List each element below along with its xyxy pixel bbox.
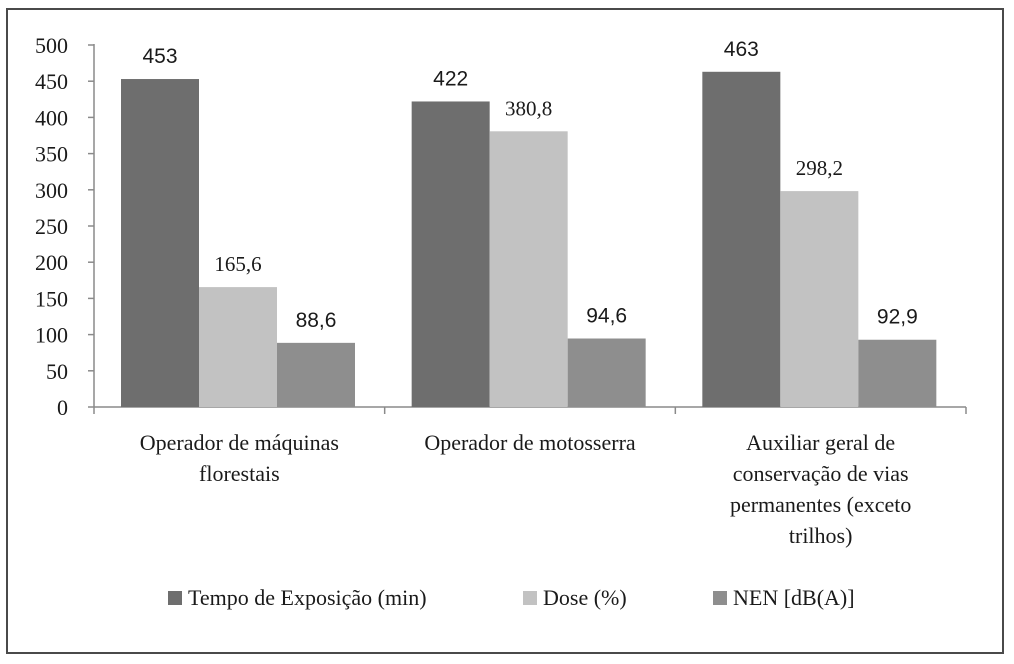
bar (277, 342, 355, 407)
bar (702, 71, 781, 408)
legend-label: NEN [dB(A)] (733, 585, 855, 610)
legend-label: Tempo de Exposição (min) (188, 585, 427, 610)
bar (858, 339, 937, 407)
legend-swatch (168, 591, 182, 605)
legend-label: Dose (%) (543, 585, 627, 610)
y-tick-label: 150 (35, 286, 68, 311)
data-label: 422 (433, 67, 468, 90)
data-label: 298,2 (796, 156, 843, 180)
x-category-label: Operador de motosserra (424, 430, 636, 455)
x-category-label: florestais (199, 461, 280, 486)
x-category-label: conservação de vias (733, 461, 909, 486)
legend-swatch (713, 591, 727, 605)
data-label: 463 (724, 38, 759, 61)
legend-swatch (523, 591, 537, 605)
bar (199, 287, 277, 407)
x-category-label: permanentes (exceto (730, 492, 911, 517)
bar (121, 79, 199, 407)
x-category-label: Operador de máquinas (140, 430, 339, 455)
y-tick-label: 100 (35, 323, 68, 348)
data-label: 94,6 (586, 305, 627, 328)
bar (489, 131, 568, 408)
y-tick-label: 200 (35, 250, 68, 275)
x-category-label: trilhos) (789, 523, 853, 548)
data-label: 165,6 (214, 252, 261, 276)
data-label: 380,8 (505, 96, 552, 120)
bar (567, 338, 646, 407)
y-tick-label: 450 (35, 69, 68, 94)
bar (780, 191, 859, 407)
data-label: 88,6 (296, 309, 337, 332)
data-label: 92,9 (877, 306, 918, 329)
y-tick-label: 250 (35, 214, 68, 239)
y-tick-label: 50 (46, 359, 68, 384)
y-tick-label: 350 (35, 142, 68, 167)
y-tick-label: 0 (57, 395, 68, 420)
bar (411, 101, 490, 408)
data-label: 453 (142, 45, 177, 68)
y-tick-label: 400 (35, 105, 68, 130)
y-tick-label: 300 (35, 178, 68, 203)
y-tick-label: 500 (35, 33, 68, 58)
x-category-label: Auxiliar geral de (746, 430, 895, 455)
